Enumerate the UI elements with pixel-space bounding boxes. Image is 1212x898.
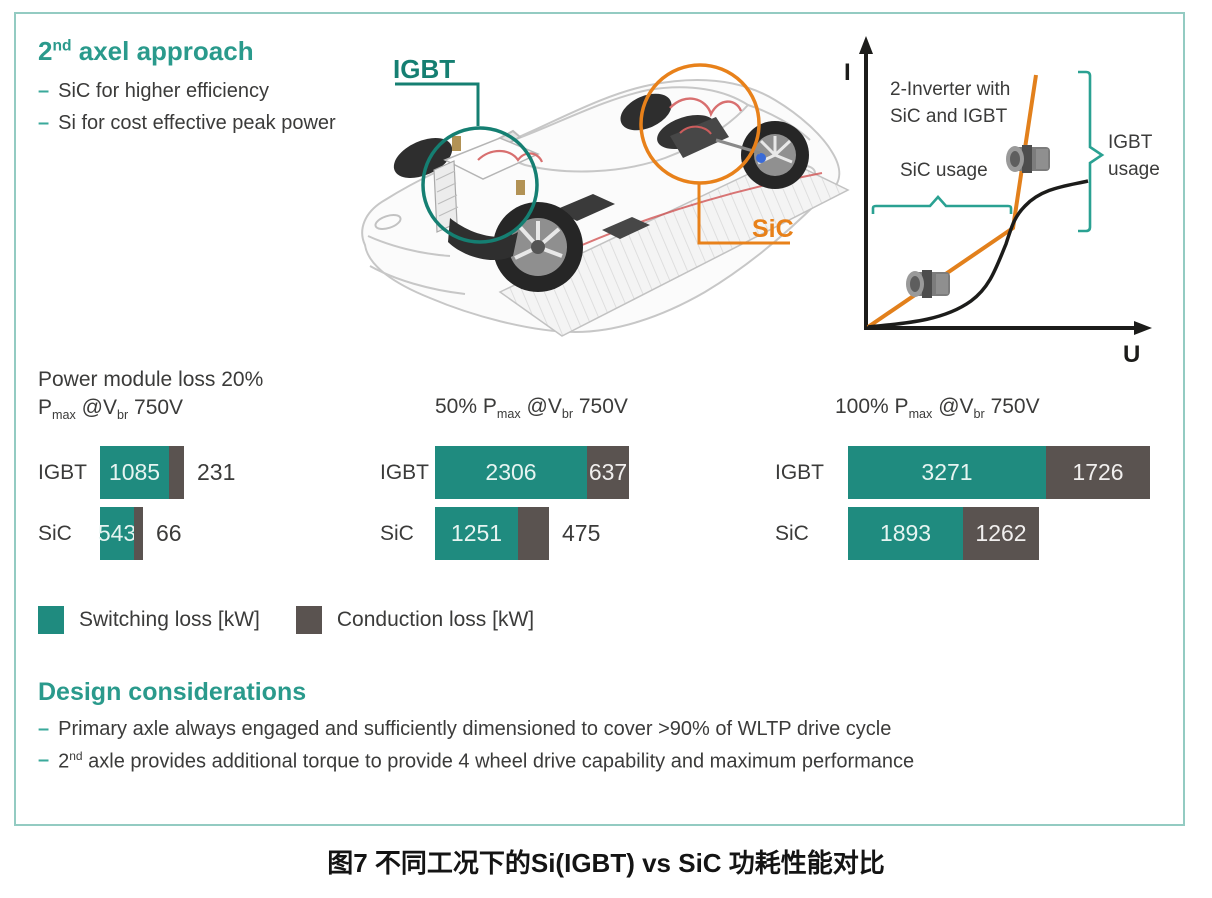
row-label: SiC (38, 521, 72, 545)
headline-bullet-si: – Si for cost effective peak power (38, 112, 336, 135)
y-axis-arrow (859, 36, 873, 54)
design-bullet-primary-axle: – Primary axle always engaged and suffic… (38, 718, 891, 741)
bullet-text: SiC for higher efficiency (58, 80, 269, 102)
row-label: SiC (775, 521, 809, 545)
bullet-dash: – (38, 112, 50, 134)
chart-title: 100% Pmax @Vbr 750V (835, 395, 1040, 422)
sic-label: SiC (752, 215, 794, 243)
bar-row-sic: SiC 1251 475 (380, 507, 629, 560)
bullet-dash: – (38, 749, 50, 771)
row-label: IGBT (380, 460, 430, 484)
conduction-loss-segment (169, 446, 184, 499)
conduction-loss-segment (134, 507, 143, 560)
chart-rows: IGBT 3271 1726 SiC 1893 1262 (775, 446, 1150, 560)
y-axis-label: I (844, 59, 851, 86)
igbt-usage-label-line1: IGBT (1108, 132, 1153, 153)
bar-row-igbt: IGBT 1085 231 (38, 446, 235, 499)
igbt-curve (867, 179, 1089, 329)
switching-loss-segment: 3271 (848, 446, 1046, 499)
legend-label: Conduction loss [kW] (336, 608, 535, 631)
legend-label: Switching loss [kW] (79, 608, 260, 631)
row-label: IGBT (775, 460, 825, 484)
igbt-circle-marker (421, 126, 539, 244)
bullet-dash: – (38, 718, 50, 740)
sic-connector-line (697, 183, 790, 245)
igbt-connector-line (395, 82, 480, 126)
graph-axes (864, 50, 1138, 330)
switching-loss-segment: 1085 (100, 446, 169, 499)
power-module-icon-high (1006, 145, 1050, 173)
bullet-text: 2nd axle provides additional torque to p… (58, 749, 915, 773)
front-drive-unit (433, 136, 544, 261)
figure-caption: 图7 不同工况下的Si(IGBT) vs SiC 功耗性能对比 (327, 848, 885, 878)
legend-item-switching: Switching loss [kW] (38, 606, 260, 634)
rear-drive-unit (657, 97, 761, 158)
conduction-loss-value: 231 (197, 459, 236, 485)
conduction-loss-value: 66 (156, 520, 182, 546)
sic-usage-label: SiC usage (900, 160, 988, 181)
switching-loss-swatch (38, 606, 64, 634)
chart-legend: Switching loss [kW] Conduction loss [kW] (38, 606, 534, 634)
headline-bullet-sic: – SiC for higher efficiency (38, 80, 269, 103)
design-bullet-2nd-axle: – 2nd axle provides additional torque to… (38, 749, 914, 774)
switching-loss-segment: 2306 (435, 446, 587, 499)
conduction-loss-swatch (295, 606, 322, 634)
chart-title: 50% Pmax @Vbr 750V (435, 395, 628, 422)
switching-loss-segment: 1893 (848, 507, 963, 560)
igbt-usage-brace (1078, 70, 1105, 233)
power-module-icon-low (906, 270, 950, 298)
graph-annotation-line1: 2-Inverter with (890, 79, 1010, 100)
sic-usage-brace (871, 195, 1013, 214)
design-considerations-heading: Design considerations (38, 678, 307, 706)
igbt-usage-label-line2: usage (1108, 159, 1160, 180)
chart-title: Power module loss 20% Pmax @Vbr 750V (38, 368, 264, 423)
legend-item-conduction: Conduction loss [kW] (295, 606, 535, 634)
bar-row-sic: SiC 1893 1262 (775, 507, 1150, 560)
switching-loss-segment: 543 (98, 507, 136, 560)
chart-rows: IGBT 1085 231 SiC 543 66 (38, 446, 235, 560)
row-label: IGBT (38, 460, 88, 484)
bar-row-igbt: IGBT 2306 637 (380, 446, 629, 499)
switching-loss-segment: 1251 (435, 507, 518, 560)
bar-row-igbt: IGBT 3271 1726 (775, 446, 1150, 499)
x-axis-label: U (1123, 341, 1140, 368)
row-label: SiC (380, 521, 414, 545)
ev-chassis-illustration: IGBT SiC (361, 54, 850, 337)
figure-panel (14, 12, 1185, 826)
graph-annotation-line2: SiC and IGBT (890, 106, 1008, 127)
conduction-loss-segment: 1726 (1046, 446, 1150, 499)
wheels (393, 93, 809, 292)
headline-2nd-axel-approach: 2nd axel approach (38, 36, 254, 66)
bar-row-sic: SiC 543 66 (38, 507, 235, 560)
bullet-text: Primary axle always engaged and sufficie… (58, 718, 892, 740)
bullet-dash: – (38, 80, 50, 102)
battery-component (555, 194, 615, 221)
iu-graph: I U 2-Inverter with SiC and IGBT SiC usa… (844, 36, 1160, 368)
brake-caliper (756, 153, 766, 163)
x-axis-arrow (1134, 321, 1152, 335)
conduction-loss-segment: 637 (587, 446, 629, 499)
battery-component (602, 217, 650, 239)
bullet-text: Si for cost effective peak power (58, 112, 336, 134)
conduction-loss-segment (518, 507, 549, 560)
igbt-label: IGBT (393, 54, 455, 84)
chart-rows: IGBT 2306 637 SiC 1251 475 (380, 446, 629, 560)
conduction-loss-value: 475 (562, 520, 601, 546)
conduction-loss-segment: 1262 (963, 507, 1039, 560)
